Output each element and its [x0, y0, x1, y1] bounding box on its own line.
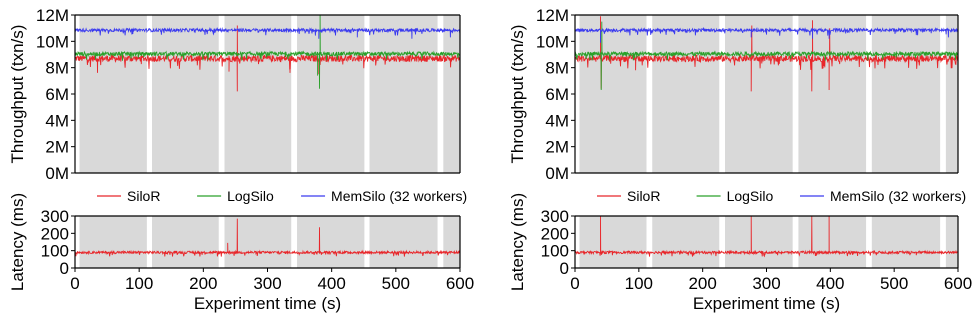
- shaded-band: [579, 15, 647, 173]
- shaded-band: [652, 216, 720, 268]
- shaded-band: [224, 216, 292, 268]
- y-tick-label: 8M: [45, 59, 69, 78]
- shaded-band: [443, 15, 460, 173]
- y-tick-label: 300: [41, 207, 69, 226]
- legend-label: SiloR: [127, 188, 160, 204]
- legend-label: MemSilo (32 workers): [830, 188, 966, 204]
- legend-label: LogSilo: [727, 188, 774, 204]
- legend-label: SiloR: [627, 188, 660, 204]
- x-tick-label: 600: [944, 274, 972, 293]
- y-tick-label: 12M: [36, 6, 69, 25]
- y-tick-label: 200: [41, 224, 69, 243]
- shaded-band: [224, 15, 292, 173]
- y-tick-label: 0M: [45, 164, 69, 183]
- panel-right-top: 0M 2M 4M 6M 8M 10M 12M Throughput (txn/s) SiloR L…: [508, 6, 966, 204]
- shaded-band: [443, 216, 460, 268]
- y-tick-label: 10M: [536, 32, 569, 51]
- legend: SiloR LogSilo MemSilo (32 workers): [97, 188, 467, 204]
- x-tick-label: 100: [625, 274, 653, 293]
- shaded-band: [152, 15, 219, 173]
- legend-label: MemSilo (32 workers): [331, 188, 467, 204]
- y-tick-label: 0: [560, 259, 569, 278]
- y-tick-label: 2M: [45, 138, 69, 157]
- y-tick-label: 12M: [536, 6, 569, 25]
- y-axis-label: Throughput (txn/s): [8, 25, 27, 164]
- shaded-band: [798, 216, 867, 268]
- y-axis-label: Throughput (txn/s): [508, 25, 527, 164]
- shaded-band: [369, 15, 438, 173]
- y-tick-label: 0M: [545, 164, 569, 183]
- x-tick-label: 600: [446, 274, 474, 293]
- y-tick-label: 300: [541, 207, 569, 226]
- y-tick-label: 100: [541, 242, 569, 261]
- x-tick-label: 500: [880, 274, 908, 293]
- x-tick-label: 0: [70, 274, 79, 293]
- shaded-band: [369, 216, 438, 268]
- x-axis-label: Experiment time (s): [194, 294, 341, 313]
- series-line-silor: [74, 218, 461, 257]
- shaded-band: [79, 216, 147, 268]
- x-tick-label: 200: [189, 274, 217, 293]
- series-line-silor: [74, 25, 461, 92]
- panel-left-top: 0M 2M 4M 6M 8M 10M 12M Throughput (txn/s) SiloR L…: [8, 6, 467, 204]
- shaded-band: [871, 216, 941, 268]
- x-tick-label: 500: [382, 274, 410, 293]
- shaded-band: [725, 216, 793, 268]
- x-tick-label: 400: [317, 274, 345, 293]
- y-tick-label: 200: [541, 224, 569, 243]
- shaded-band: [79, 15, 147, 173]
- shaded-band: [798, 15, 867, 173]
- x-tick-label: 100: [125, 274, 153, 293]
- x-tick-label: 300: [253, 274, 281, 293]
- shaded-band: [871, 15, 941, 173]
- y-tick-label: 4M: [45, 111, 69, 130]
- y-tick-label: 10M: [36, 32, 69, 51]
- x-tick-label: 200: [688, 274, 716, 293]
- y-tick-label: 6M: [545, 85, 569, 104]
- shaded-band: [152, 216, 219, 268]
- series-line-silor: [574, 16, 959, 92]
- shaded-band: [297, 216, 365, 268]
- series-line-logsilo: [74, 14, 461, 89]
- series-line-silor: [574, 215, 959, 258]
- legend-label: LogSilo: [227, 188, 274, 204]
- x-tick-label: 0: [570, 274, 579, 293]
- shaded-band: [945, 15, 958, 173]
- x-tick-label: 400: [816, 274, 844, 293]
- y-tick-label: 100: [41, 242, 69, 261]
- shaded-band: [725, 15, 793, 173]
- y-tick-label: 6M: [45, 85, 69, 104]
- y-tick-label: 0: [60, 259, 69, 278]
- shaded-band: [652, 15, 720, 173]
- series-line-memsilo-32-workers-: [74, 27, 461, 39]
- shaded-band: [579, 216, 647, 268]
- legend: SiloR LogSilo MemSilo (32 workers): [597, 188, 966, 204]
- shaded-band: [297, 15, 365, 173]
- series-line-logsilo: [574, 21, 959, 91]
- shaded-band: [945, 216, 958, 268]
- y-tick-label: 2M: [545, 138, 569, 157]
- y-tick-label: 4M: [545, 111, 569, 130]
- series-line-memsilo-32-workers-: [574, 26, 959, 43]
- x-tick-label: 300: [752, 274, 780, 293]
- y-axis-label: Latency (ms): [8, 193, 27, 291]
- y-tick-label: 8M: [545, 59, 569, 78]
- x-axis-label: Experiment time (s): [693, 294, 840, 313]
- y-axis-label: Latency (ms): [508, 193, 527, 291]
